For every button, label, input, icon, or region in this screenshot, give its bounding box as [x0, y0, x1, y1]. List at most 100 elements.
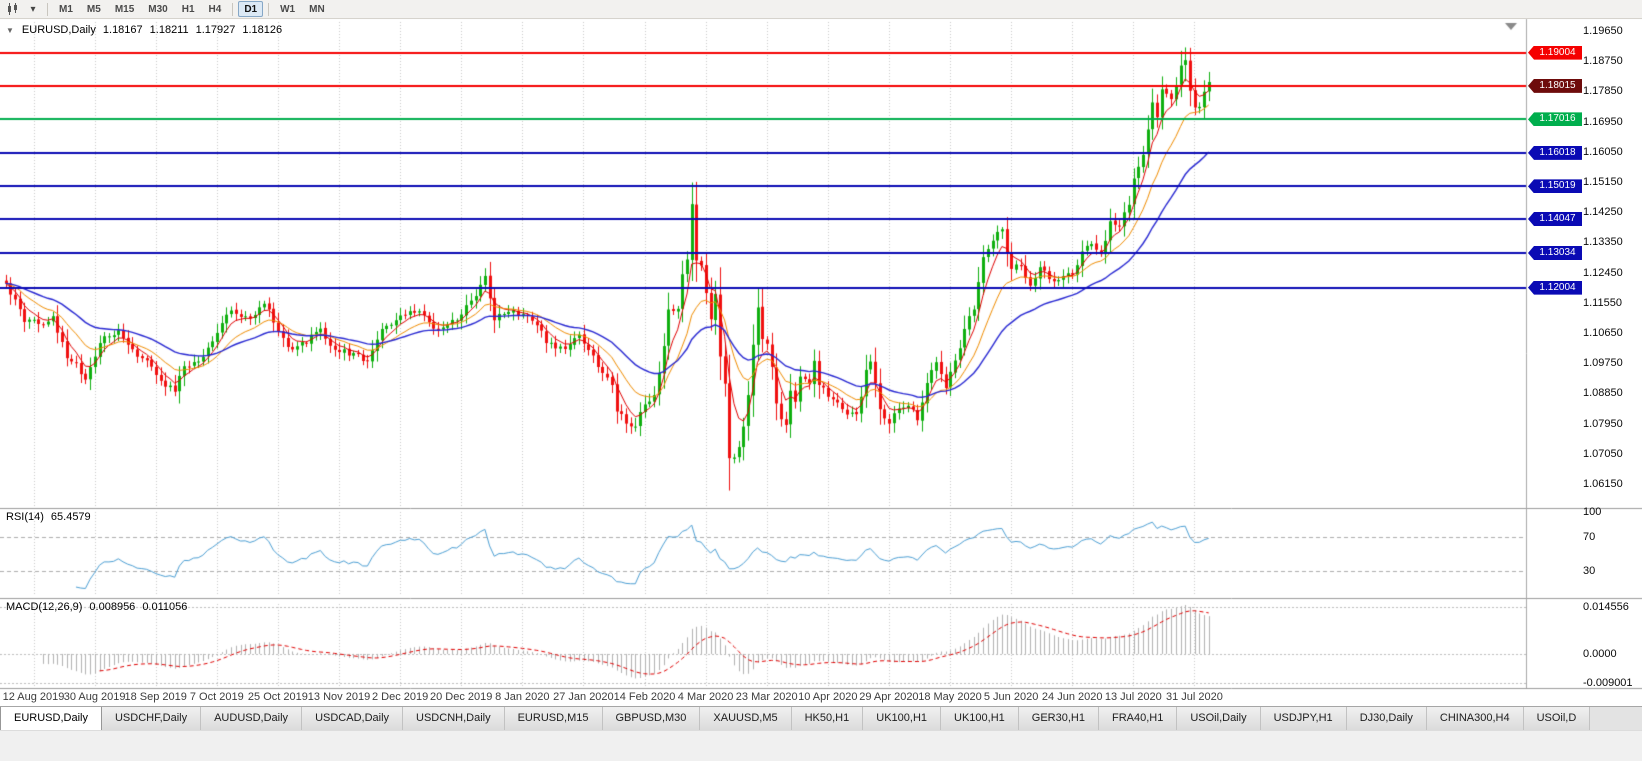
- toolbar: ▾ M1 M5 M15 M30 H1 H4 D1 W1 MN: [0, 0, 1642, 19]
- candlestick-chart-icon[interactable]: [3, 1, 23, 18]
- price-tick-label: 1.13350: [1583, 236, 1623, 249]
- timeframe-button-m5[interactable]: M5: [86, 3, 101, 15]
- chart-canvas[interactable]: [0, 0, 1642, 706]
- timeframe-button-d1[interactable]: D1: [238, 1, 264, 17]
- price-tick-label: 1.14250: [1583, 206, 1623, 219]
- chart-tab-ger30-h1[interactable]: GER30,H1: [1018, 707, 1099, 730]
- chart-type-dropdown[interactable]: ▾: [30, 3, 36, 15]
- timeframe-button-m1[interactable]: M1: [59, 3, 73, 15]
- date-tick-label: 25 Oct 2019: [247, 691, 308, 703]
- date-tick-label: 13 Nov 2019: [307, 691, 371, 703]
- price-tick-label: 1.15150: [1583, 176, 1623, 188]
- hline-price-label[interactable]: 1.13034: [1528, 246, 1582, 260]
- timeframe-buttons: M1 M5 M15 M30 H1 H4 D1 W1 MN: [52, 1, 332, 17]
- chart-tab-audusd-daily[interactable]: AUDUSD,Daily: [201, 707, 303, 730]
- rsi-level-label: 70: [1583, 531, 1596, 544]
- panel-separator-rsi[interactable]: [0, 506, 1642, 510]
- date-tick-label: 24 Jun 2020: [1041, 691, 1103, 703]
- macd-level-label: 0.0000: [1583, 647, 1617, 660]
- timeframe-button-h4[interactable]: H4: [208, 3, 222, 15]
- price-tick-label: 1.18750: [1583, 55, 1623, 68]
- chart-tab-usoil-daily[interactable]: USOil,Daily: [1177, 707, 1261, 730]
- chart-tab-fra40-h1[interactable]: FRA40,H1: [1098, 707, 1178, 730]
- chart-tab-hk50-h1[interactable]: HK50,H1: [791, 707, 864, 730]
- rsi-level-label: 30: [1583, 564, 1596, 577]
- chart-tab-uk100-h1[interactable]: UK100,H1: [863, 707, 942, 730]
- ohlc-close: 1.18126: [242, 24, 283, 36]
- date-tick-label: 23 Mar 2020: [735, 691, 798, 703]
- date-tick-label: 12 Aug 2019: [2, 691, 65, 703]
- macd-signal-value: 0.011056: [142, 601, 188, 613]
- hline-price-label[interactable]: 1.18015: [1528, 78, 1582, 93]
- timeframe-button-mn[interactable]: MN: [309, 3, 325, 15]
- date-tick-label: 5 Jun 2020: [983, 691, 1039, 703]
- price-tick-label: 1.07950: [1583, 417, 1623, 430]
- rsi-level-label: 100: [1583, 506, 1602, 518]
- chart-tab-gbpusd-m30[interactable]: GBPUSD,M30: [602, 707, 701, 730]
- chart-tab-usoil-d[interactable]: USOil,D: [1523, 707, 1591, 730]
- ohlc-info: ▼ EURUSD,Daily 1.18167 1.18211 1.17927 1…: [6, 24, 282, 36]
- date-tick-label: 18 May 2020: [918, 691, 982, 703]
- price-tick-label: 1.10650: [1583, 327, 1623, 339]
- chart-tab-eurusd-daily[interactable]: EURUSD,Daily: [0, 707, 102, 730]
- price-tick-label: 1.19650: [1583, 25, 1623, 37]
- price-tick-label: 1.16950: [1583, 115, 1623, 128]
- date-tick-label: 13 Jul 2020: [1104, 691, 1162, 703]
- ohlc-high: 1.18211: [149, 24, 189, 36]
- macd-level-label: -0.009001: [1583, 677, 1633, 689]
- chart-symbol-title: EURUSD,Daily: [21, 24, 96, 36]
- date-tick-label: 4 Mar 2020: [677, 691, 734, 703]
- chart-tab-eurusd-m15[interactable]: EURUSD,M15: [504, 707, 603, 730]
- date-tick-label: 30 Aug 2019: [63, 691, 126, 703]
- price-tick-label: 1.16050: [1583, 145, 1623, 158]
- date-tick-label: 31 Jul 2020: [1165, 691, 1223, 703]
- chart-tab-uk100-h1[interactable]: UK100,H1: [941, 707, 1019, 730]
- chart-tab-xauusd-m5[interactable]: XAUUSD,M5: [700, 707, 792, 730]
- toolbar-separator: [47, 2, 48, 16]
- chart-tab-usdcnh-daily[interactable]: USDCNH,Daily: [403, 707, 505, 730]
- hline-price-label[interactable]: 1.14047: [1528, 212, 1582, 226]
- ohlc-open: 1.18167: [102, 24, 143, 36]
- hline-price-label[interactable]: 1.12004: [1528, 280, 1582, 295]
- date-tick-label: 14 Feb 2020: [613, 691, 676, 703]
- timeframe-button-m30[interactable]: M30: [148, 3, 168, 15]
- date-tick-label: 2 Dec 2019: [371, 691, 429, 703]
- collapse-arrow-icon[interactable]: ▼: [6, 25, 14, 35]
- toolbar-separator: [232, 2, 234, 16]
- price-tick-label: 1.09750: [1583, 357, 1623, 370]
- chart-tab-usdcad-daily[interactable]: USDCAD,Daily: [302, 707, 404, 730]
- price-tick-label: 1.06150: [1583, 478, 1623, 490]
- hline-price-label[interactable]: 1.16018: [1528, 145, 1582, 160]
- price-tick-label: 1.07050: [1583, 447, 1623, 460]
- chart-tab-dj30-daily[interactable]: DJ30,Daily: [1346, 707, 1427, 730]
- date-tick-label: 7 Oct 2019: [189, 691, 244, 703]
- tab-bar: EURUSD,Daily USDCHF,Daily AUDUSD,Daily USDC…: [0, 706, 1642, 730]
- chart-tab-usdchf-daily[interactable]: USDCHF,Daily: [101, 707, 202, 730]
- panel-separator-macd[interactable]: [0, 596, 1642, 600]
- date-tick-label: 10 Apr 2020: [798, 691, 858, 703]
- rsi-indicator-name: RSI(14): [6, 511, 44, 523]
- timeframe-button-h1[interactable]: H1: [181, 3, 195, 15]
- date-tick-label: 20 Dec 2019: [429, 691, 493, 703]
- price-tick-label: 1.08850: [1583, 387, 1623, 400]
- price-axis[interactable]: 1.19650 1.18750 1.17850 1.16950 1.16050 1.151…: [1527, 19, 1642, 706]
- macd-level-label: 0.014556: [1583, 601, 1629, 613]
- macd-label: MACD(12,26,9) 0.008956 0.011056: [6, 601, 187, 613]
- hline-price-label[interactable]: 1.15019: [1528, 179, 1582, 194]
- time-axis[interactable]: 12 Aug 2019 30 Aug 2019 18 Sep 2019 7 Oct 2…: [0, 688, 1642, 706]
- price-tick-label: 1.17850: [1583, 85, 1623, 98]
- timeframe-button-m15[interactable]: M15: [114, 3, 135, 15]
- hline-price-label[interactable]: 1.19004: [1528, 45, 1582, 60]
- chart-tab-usdjpy-h1[interactable]: USDJPY,H1: [1260, 707, 1347, 730]
- rsi-label: RSI(14) 65.4579: [6, 511, 91, 523]
- date-tick-label: 27 Jan 2020: [553, 691, 614, 703]
- ohlc-low: 1.17927: [195, 24, 236, 36]
- chart-tab-china300-h4[interactable]: CHINA300,H4: [1426, 707, 1524, 730]
- hline-price-label[interactable]: 1.17016: [1528, 112, 1582, 127]
- status-strip: [0, 730, 1642, 761]
- price-tick-label: 1.11550: [1583, 296, 1622, 309]
- date-tick-label: 18 Sep 2019: [124, 691, 187, 703]
- toolbar-separator: [268, 2, 270, 16]
- timeframe-button-w1[interactable]: W1: [280, 3, 296, 15]
